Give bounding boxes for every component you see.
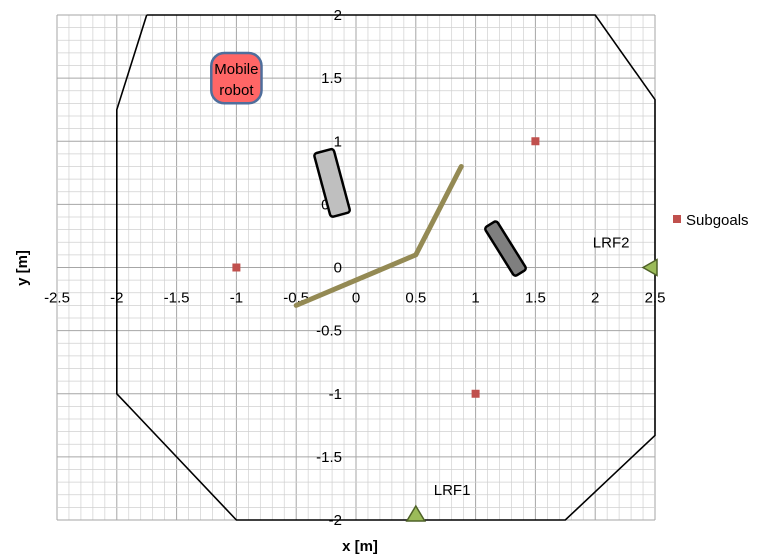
- obstacle: [484, 220, 527, 277]
- y-tick-label: -1.5: [316, 449, 342, 466]
- subgoal-point: [232, 263, 241, 272]
- obstacle: [313, 147, 351, 218]
- sensor-label: LRF2: [593, 234, 630, 251]
- x-axis-title: x [m]: [342, 538, 378, 555]
- x-tick-label: 1: [471, 290, 479, 307]
- x-tick-label: -2: [110, 290, 123, 307]
- sensor-label: LRF1: [434, 482, 471, 499]
- x-tick-label: 2: [591, 290, 599, 307]
- x-tick-label: -1: [230, 290, 243, 307]
- y-tick-label: -1: [329, 386, 342, 403]
- sensors: LRF1 LRF2: [405, 234, 658, 522]
- legend-marker: [673, 215, 681, 223]
- robot-path: [293, 164, 464, 308]
- grid-lines: [56, 14, 656, 521]
- x-tick-label: 2.5: [645, 290, 666, 307]
- y-tick-label: -0.5: [316, 323, 342, 340]
- y-axis-title: y [m]: [14, 250, 31, 286]
- robot-body: [210, 51, 263, 105]
- x-tick-label: 1.5: [525, 290, 546, 307]
- x-tick-label: 0.5: [405, 290, 426, 307]
- path-line: [293, 164, 464, 308]
- workspace-boundary: [116, 14, 656, 521]
- subgoal-points: [232, 137, 540, 398]
- legend: Subgoals: [673, 212, 749, 229]
- robot-label: robot: [219, 82, 254, 99]
- sensor-marker: [405, 504, 427, 522]
- robot-label: Mobile: [214, 61, 258, 78]
- x-tick-label: -2.5: [44, 290, 70, 307]
- x-tick-label: 0: [352, 290, 360, 307]
- legend-label: Subgoals: [686, 212, 749, 229]
- y-tick-label: 1.5: [321, 70, 342, 87]
- boundary-outline: [116, 14, 656, 521]
- mobile-robot: Mobile robot: [210, 51, 263, 105]
- y-tick-label: 0: [334, 260, 342, 277]
- y-tick-label: -2: [329, 512, 342, 529]
- y-tick-label: 1: [334, 133, 342, 150]
- subgoal-point: [531, 137, 540, 146]
- y-tick-label: 2: [334, 7, 342, 24]
- tick-labels: -2.5-2-1.5-1-0.500.511.522.521.510.50-0.…: [44, 7, 665, 529]
- subgoal-point: [471, 389, 480, 398]
- x-tick-label: -1.5: [164, 290, 190, 307]
- obstacles: [313, 147, 527, 277]
- sensor-marker: [641, 258, 658, 277]
